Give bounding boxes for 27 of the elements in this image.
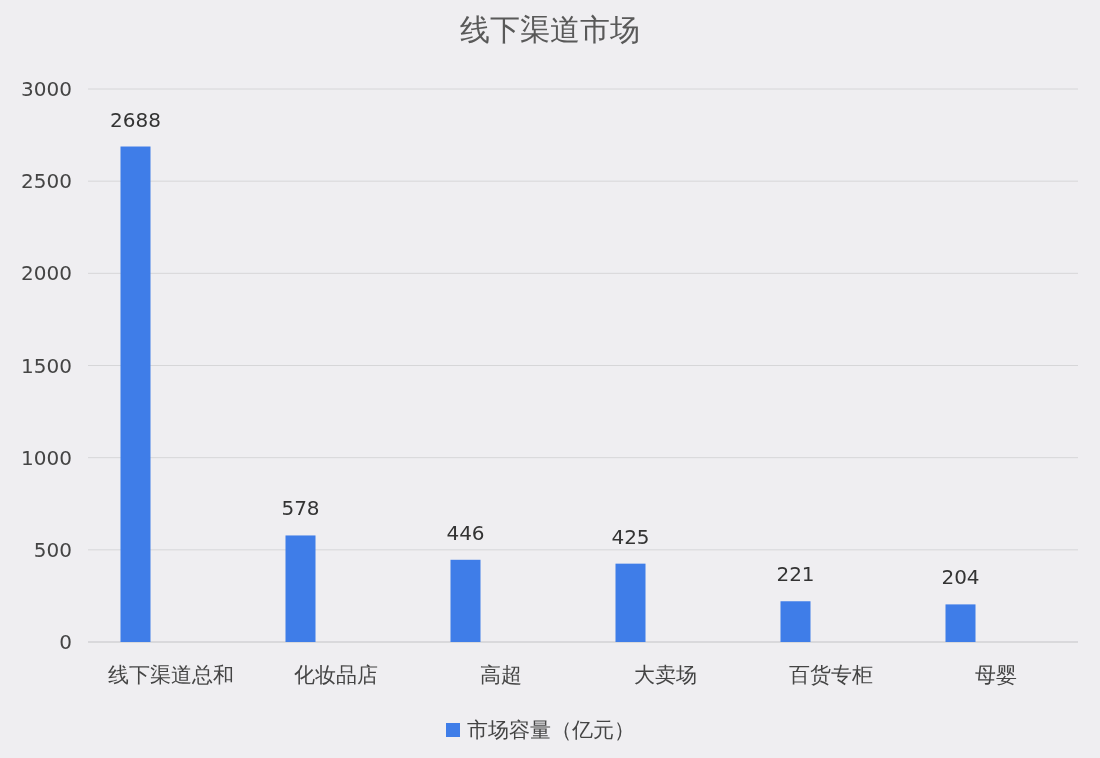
bar	[945, 604, 976, 642]
x-tick-label: 大卖场	[634, 663, 697, 687]
data-label: 204	[941, 565, 980, 590]
x-tick-label: 百货专柜	[788, 663, 873, 687]
x-tick-label: 化妆品店	[293, 663, 378, 687]
y-tick-label: 1000	[21, 445, 72, 470]
bar	[615, 563, 646, 642]
y-tick-label: 0	[59, 630, 72, 654]
y-tick-label: 3000	[21, 77, 72, 101]
y-tick-label: 2500	[21, 169, 72, 194]
bar	[120, 146, 151, 642]
bar	[780, 601, 811, 642]
y-tick-label: 2000	[21, 261, 72, 286]
chart-title: 线下渠道市场	[460, 12, 640, 47]
bar	[450, 559, 481, 642]
data-label: 578	[281, 496, 320, 521]
y-tick-label: 1500	[21, 353, 72, 378]
x-tick-label: 高超	[479, 663, 522, 687]
data-label: 2688	[110, 107, 161, 132]
x-tick-label: 母婴	[974, 663, 1017, 687]
bar	[285, 535, 316, 642]
x-tick-label: 线下渠道总和	[107, 663, 234, 687]
y-tick-label: 500	[33, 537, 72, 562]
data-label: 425	[611, 524, 650, 549]
legend-label: 市场容量（亿元）	[467, 718, 635, 743]
data-label: 221	[776, 562, 815, 587]
data-label: 446	[446, 520, 485, 545]
